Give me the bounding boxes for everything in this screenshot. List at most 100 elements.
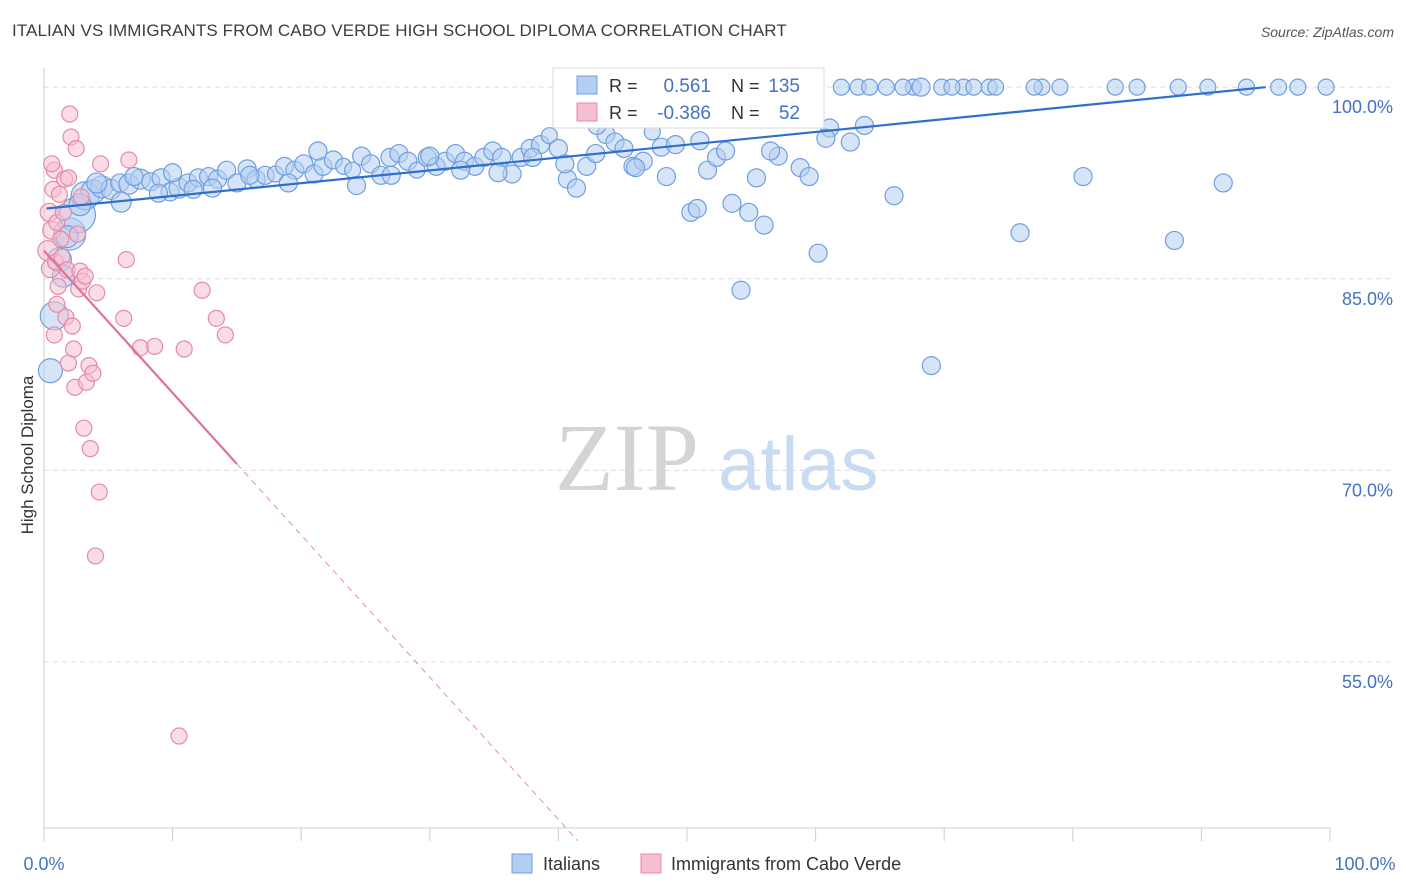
italians-point-85 — [861, 78, 879, 96]
italians-point-98 — [1164, 230, 1184, 251]
cabo-verde-point-45 — [207, 309, 225, 327]
italians-point-129 — [715, 141, 736, 161]
cabo-verde-point-44 — [193, 281, 211, 299]
stats-r-label-2: R = — [609, 103, 638, 123]
cabo-verde-point-33 — [86, 547, 105, 565]
italians-point-123 — [523, 147, 543, 168]
italians-point-0 — [37, 358, 64, 384]
cabo-verde-point-39 — [120, 151, 138, 169]
cabo-verde-point-31 — [81, 440, 99, 458]
series-cabo-verde — [37, 105, 234, 745]
italians-point-73 — [722, 193, 742, 213]
italians-point-122 — [488, 163, 508, 183]
stats-r-value-1: 0.561 — [663, 76, 711, 97]
watermark: ZIP atlas — [555, 404, 879, 511]
italians-point-141 — [1128, 78, 1146, 96]
italians-point-75 — [739, 202, 759, 222]
y-tick-label-2: 70.0% — [1342, 480, 1393, 500]
legend-swatch-cabo-verde — [640, 853, 662, 874]
stats-swatch-italians — [576, 75, 598, 95]
italians-point-133 — [832, 78, 850, 96]
italians-point-76 — [746, 168, 767, 188]
cabo-verde-point-40 — [131, 339, 150, 357]
cabo-verde-point-27 — [75, 419, 93, 437]
legend-swatch-italians — [511, 853, 533, 874]
italians-point-102 — [1237, 78, 1256, 96]
stats-swatch-cabo-verde — [576, 102, 598, 122]
x-axis-ticks — [43, 828, 1331, 841]
stats-r-label-1: R = — [609, 76, 638, 96]
y-axis-tick-labels: 100.0% 85.0% 70.0% 55.0% — [1332, 97, 1393, 692]
y-tick-label-3: 55.0% — [1342, 672, 1393, 692]
italians-point-139 — [1025, 78, 1043, 96]
legend-label-cabo-verde: Immigrants from Cabo Verde — [671, 854, 901, 874]
stats-r-value-2: -0.386 — [657, 103, 711, 124]
italians-point-120 — [420, 146, 440, 166]
italians-point-58 — [566, 178, 587, 198]
cabo-verde-point-10 — [52, 230, 70, 248]
italians-point-135 — [894, 78, 912, 96]
italians-point-138 — [987, 78, 1005, 96]
italians-point-108 — [86, 172, 108, 194]
italians-point-89 — [911, 77, 931, 97]
stats-legend: R = 0.561 N = 135 R = -0.386 N = 52 — [552, 67, 825, 129]
watermark-atlas: atlas — [718, 422, 879, 507]
italians-point-115 — [240, 165, 260, 185]
cabo-verde-point-50 — [72, 188, 90, 206]
italians-point-81 — [808, 243, 828, 263]
cabo-verde-point-9 — [50, 185, 69, 204]
cabo-verde-point-28 — [76, 267, 94, 285]
italians-point-96 — [1073, 166, 1093, 187]
italians-point-77 — [754, 215, 774, 235]
cabo-verde-point-46 — [216, 326, 234, 344]
italians-point-121 — [451, 160, 471, 180]
cabo-verde-point-42 — [170, 727, 188, 745]
cabo-verde-point-47 — [43, 155, 61, 173]
cabo-verde-point-19 — [63, 317, 81, 335]
italians-trend-line — [46, 86, 1266, 210]
y-axis-title: High School Diploma — [18, 375, 37, 534]
watermark-zip: ZIP — [555, 404, 699, 511]
source-credit: Source: ZipAtlas.com — [1260, 24, 1394, 40]
italians-point-55 — [540, 127, 558, 145]
italians-point-94 — [1010, 223, 1030, 243]
italians-point-83 — [840, 132, 860, 152]
stats-n-label-2: N = — [731, 103, 760, 123]
cabo-verde-point-37 — [115, 309, 133, 327]
italians-point-92 — [965, 78, 983, 96]
italians-point-87 — [884, 186, 904, 206]
italians-point-105 — [1317, 78, 1335, 96]
cabo-verde-point-48 — [48, 295, 66, 313]
italians-point-99 — [1169, 78, 1187, 96]
italians-point-127 — [656, 166, 677, 187]
chart-title: ITALIAN VS IMMIGRANTS FROM CABO VERDE HI… — [12, 21, 787, 40]
italians-point-114 — [202, 178, 223, 198]
y-tick-label-1: 85.0% — [1342, 289, 1393, 309]
italians-point-111 — [148, 183, 169, 203]
x-tick-label-0: 0.0% — [23, 854, 64, 874]
italians-point-130 — [760, 141, 781, 161]
italians-point-140 — [1051, 78, 1069, 96]
italians-point-132 — [816, 128, 836, 148]
cabo-verde-trend-extension — [236, 463, 579, 842]
italians-point-137 — [943, 78, 961, 96]
cabo-verde-point-38 — [117, 250, 135, 269]
italians-point-104 — [1289, 78, 1307, 96]
x-tick-label-100: 100.0% — [1334, 854, 1395, 874]
cabo-verde-point-32 — [84, 364, 102, 382]
italians-point-80 — [799, 166, 819, 187]
cabo-verde-point-36 — [91, 155, 110, 173]
italians-point-86 — [877, 78, 895, 96]
italians-point-101 — [1213, 173, 1233, 193]
italians-point-63 — [614, 138, 634, 159]
italians-point-136 — [921, 356, 941, 376]
cabo-verde-point-17 — [61, 105, 79, 123]
italians-point-21 — [217, 160, 237, 180]
cabo-verde-point-34 — [88, 284, 106, 302]
cabo-verde-point-43 — [175, 340, 193, 358]
series-legend: Italians Immigrants from Cabo Verde — [511, 853, 901, 874]
cabo-verde-point-23 — [68, 225, 87, 243]
stats-n-label-1: N = — [731, 76, 760, 96]
stats-n-value-1: 135 — [768, 76, 800, 97]
